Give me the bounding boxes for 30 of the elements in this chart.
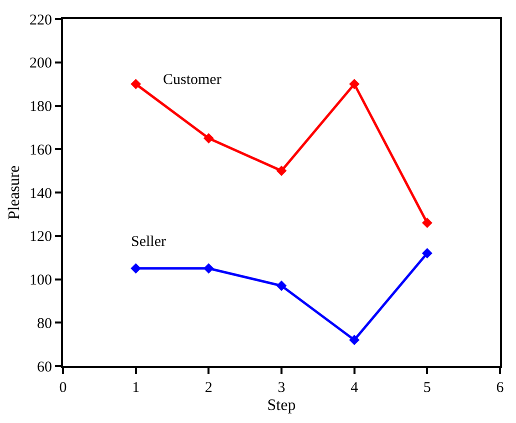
series-label: Customer (163, 72, 222, 88)
y-tick-label: 200 (30, 56, 52, 72)
x-tick-label: 2 (204, 380, 212, 396)
point (276, 280, 287, 291)
point (130, 263, 142, 274)
point (422, 248, 432, 258)
point (203, 133, 214, 144)
point (349, 78, 360, 90)
x-tick-label: 1 (132, 380, 140, 396)
series-label: Seller (131, 234, 166, 250)
y-axis-title: Pleasure (6, 165, 23, 220)
x-axis-title: Step (267, 397, 296, 414)
point (276, 166, 287, 176)
y-tick-label: 60 (37, 359, 52, 376)
x-tick-label: 0 (59, 380, 67, 396)
x-tick-label: 6 (496, 380, 504, 396)
point (130, 78, 142, 90)
y-tick-label: 80 (37, 316, 52, 332)
y-tick-label: 180 (30, 99, 52, 115)
x-tick-label: 5 (423, 380, 431, 396)
point (422, 218, 432, 228)
point (203, 263, 214, 274)
y-tick-label: 220 (30, 12, 52, 28)
y-tick-label: 100 (30, 272, 52, 288)
point (349, 334, 360, 346)
x-tick-label: 3 (278, 380, 286, 396)
y-tick-label: 160 (30, 142, 52, 158)
x-tick-label: 4 (350, 380, 359, 396)
y-tick-label: 140 (30, 186, 52, 202)
y-tick-label: 120 (30, 229, 52, 246)
